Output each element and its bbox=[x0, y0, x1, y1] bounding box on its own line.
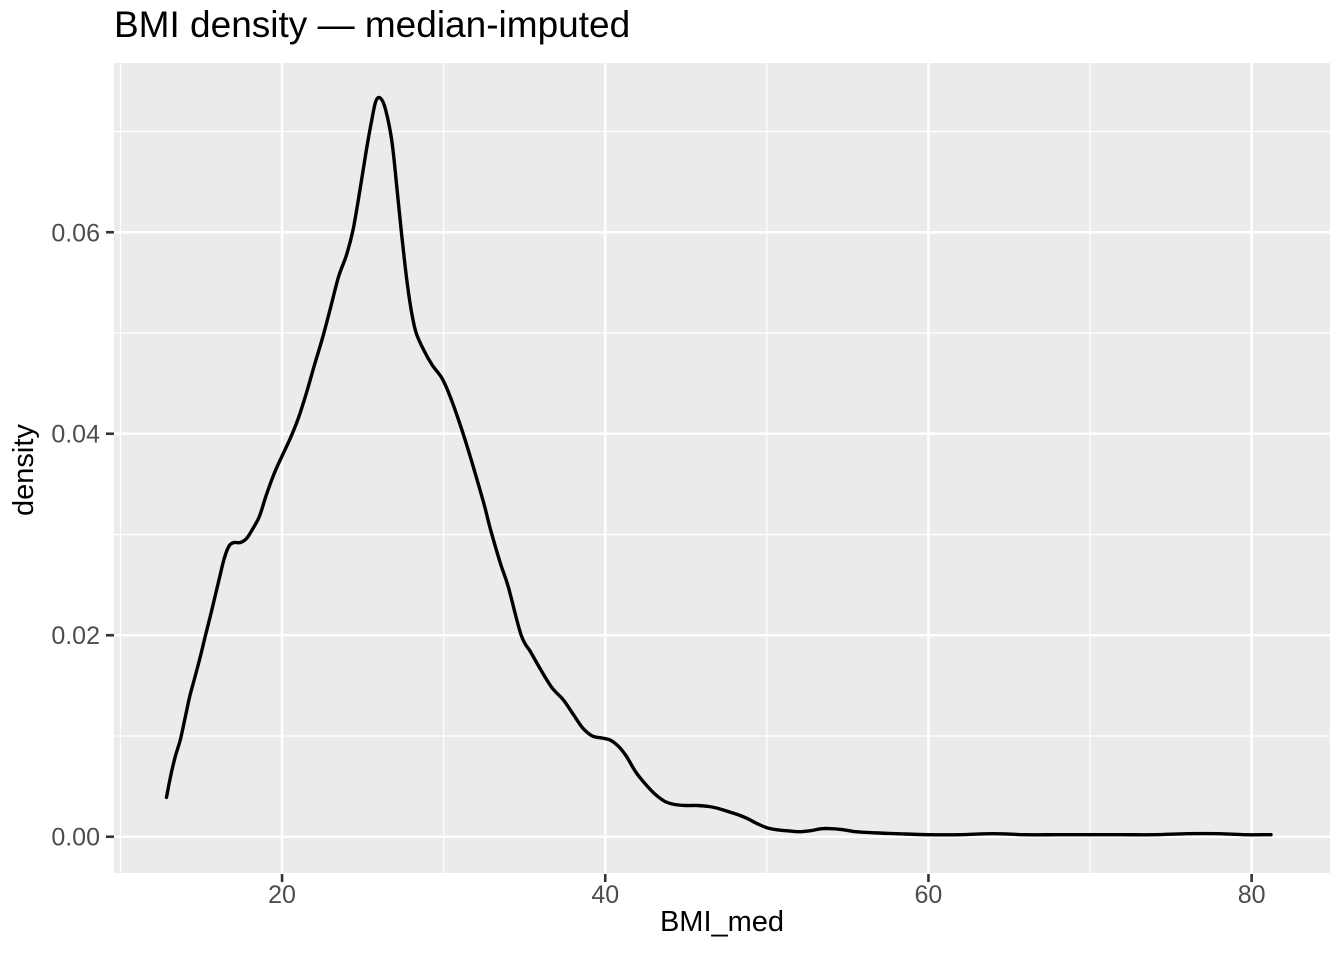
x-tick-label: 60 bbox=[915, 881, 943, 909]
y-tick-label: 0.06 bbox=[51, 219, 100, 247]
density-curve bbox=[164, 95, 1273, 837]
x-axis-title: BMI_med bbox=[659, 906, 785, 938]
x-tick-label: 80 bbox=[1238, 881, 1266, 909]
y-tick-label: 0.02 bbox=[51, 622, 100, 650]
plot-title: BMI density — median-imputed bbox=[114, 4, 631, 45]
x-tick-label: 20 bbox=[268, 881, 296, 909]
y-axis-title: density bbox=[8, 424, 40, 516]
x-tick-label: 40 bbox=[591, 881, 619, 909]
y-tick-label: 0.00 bbox=[51, 824, 100, 852]
plot-panel bbox=[114, 63, 1330, 873]
y-tick-label: 0.04 bbox=[51, 421, 100, 449]
